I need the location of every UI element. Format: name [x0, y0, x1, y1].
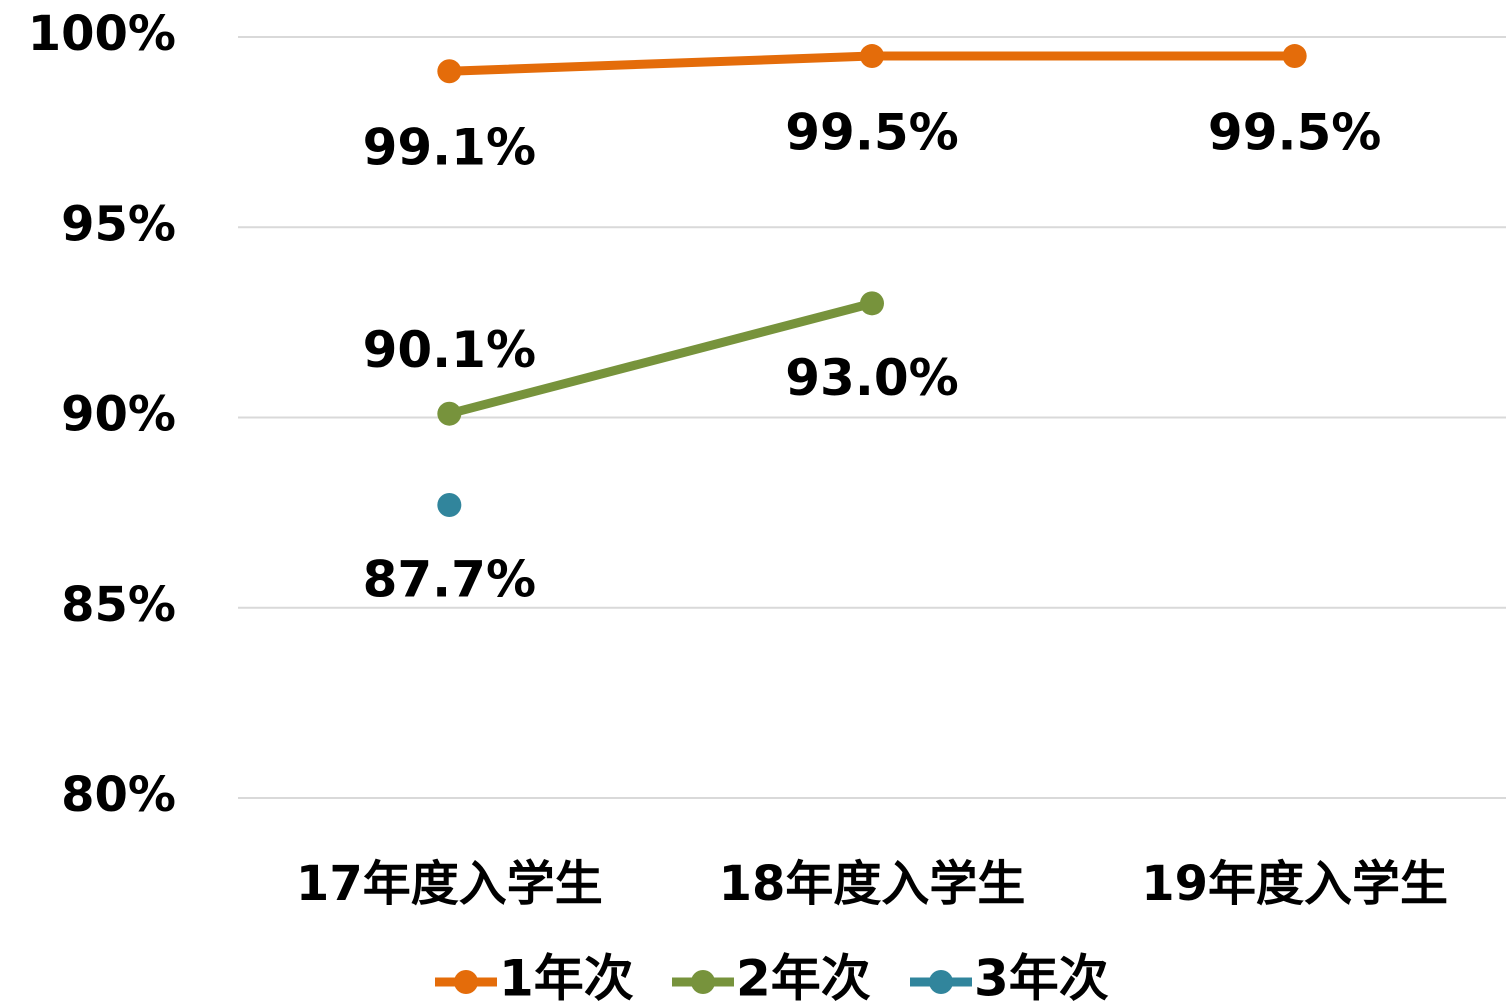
data-point — [437, 59, 462, 84]
legend-label: 2年次 — [736, 950, 871, 1003]
y-tick-label: 85% — [61, 577, 176, 633]
y-tick-label: 80% — [61, 767, 176, 823]
data-label: 90.1% — [363, 321, 536, 379]
data-point — [860, 44, 884, 69]
legend-marker — [691, 970, 715, 994]
data-label: 87.7% — [363, 551, 536, 609]
data-label: 99.5% — [1208, 104, 1381, 162]
legend-label: 3年次 — [974, 950, 1109, 1003]
x-tick-label: 17年度入学生 — [296, 856, 603, 912]
y-tick-label: 90% — [61, 387, 176, 443]
data-point — [1282, 44, 1307, 69]
data-label: 99.1% — [363, 119, 536, 177]
legend-marker — [454, 970, 478, 994]
legend-label: 1年次 — [499, 950, 634, 1003]
legend-marker — [929, 970, 953, 994]
x-tick-label: 19年度入学生 — [1141, 856, 1448, 912]
data-point — [860, 291, 884, 316]
data-label: 99.5% — [785, 104, 958, 162]
y-tick-label: 95% — [61, 196, 176, 252]
y-tick-label: 100% — [28, 6, 176, 62]
x-tick-label: 18年度入学生 — [719, 856, 1026, 912]
data-point — [437, 493, 462, 518]
data-point — [437, 401, 462, 426]
series-line — [448, 298, 874, 419]
data-label: 93.0% — [785, 349, 958, 407]
